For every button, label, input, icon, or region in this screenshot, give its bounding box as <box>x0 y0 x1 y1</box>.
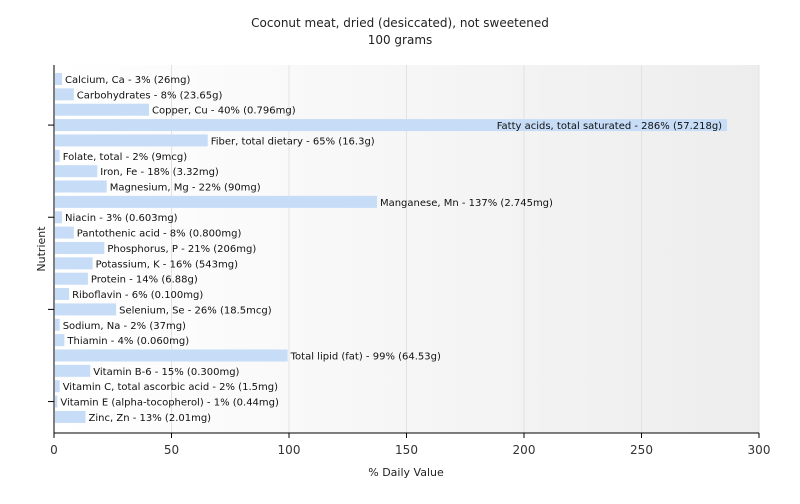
bar <box>55 318 60 331</box>
bar <box>55 103 149 116</box>
bar <box>55 195 377 208</box>
bar <box>55 73 63 85</box>
x-tick-label: 150 <box>395 443 418 457</box>
bar <box>55 395 58 408</box>
x-ticks: 0 50 100 150 200 250 300 <box>50 433 770 457</box>
bar-label: Phosphorus, P - 21% (206mg) <box>107 244 256 255</box>
bar <box>55 410 86 423</box>
bar <box>55 334 65 347</box>
bar-label: Carbohydrates - 8% (23.65g) <box>77 90 223 101</box>
bar-label: Potassium, K - 16% (543mg) <box>96 259 238 270</box>
x-tick-label: 250 <box>630 443 653 457</box>
x-tick-label: 0 <box>50 443 58 457</box>
bar <box>55 119 728 132</box>
bar <box>55 211 63 224</box>
bar-label: Sodium, Na - 2% (37mg) <box>63 321 186 332</box>
bar-label: Magnesium, Mg - 22% (90mg) <box>110 183 261 194</box>
bar-label: Protein - 14% (6.88g) <box>91 275 198 286</box>
y-ticks <box>48 124 54 403</box>
bar <box>55 134 208 147</box>
bar-label: Iron, Fe - 18% (3.32mg) <box>100 167 219 178</box>
bar <box>55 257 93 270</box>
x-tick-label: 200 <box>513 443 536 457</box>
bar <box>55 364 91 377</box>
bar <box>55 226 74 239</box>
bar-label: Manganese, Mn - 137% (2.745mg) <box>380 198 553 209</box>
bar <box>55 241 105 254</box>
x-tick-label: 100 <box>278 443 301 457</box>
x-tick-label: 50 <box>164 443 179 457</box>
bar-label: Copper, Cu - 40% (0.796mg) <box>152 106 296 117</box>
bar-label: Vitamin E (alpha-tocopherol) - 1% (0.44m… <box>60 398 279 409</box>
x-axis-label: % Daily Value <box>368 466 444 479</box>
bar <box>55 149 60 162</box>
bar <box>55 349 288 362</box>
bar-label: Folate, total - 2% (9mcg) <box>63 152 188 163</box>
bar-label: Selenium, Se - 26% (18.5mcg) <box>119 305 272 316</box>
bar-label: Thiamin - 4% (0.060mg) <box>66 336 189 347</box>
bar-label: Pantothenic acid - 8% (0.800mg) <box>77 229 242 240</box>
y-axis-label: Nutrient <box>35 226 48 272</box>
x-tick-label: 300 <box>748 443 771 457</box>
bar <box>55 88 74 101</box>
bar <box>55 303 117 316</box>
chart-subtitle: 100 grams <box>368 33 433 47</box>
bars: Calcium, Ca - 3% (26mg) Carbohydrates - 8… <box>55 73 728 424</box>
bar <box>55 272 88 285</box>
bar-label: Total lipid (fat) - 99% (64.53g) <box>290 351 441 362</box>
bar-label: Vitamin B-6 - 15% (0.300mg) <box>93 367 239 378</box>
bar <box>55 165 98 178</box>
bar-label: Calcium, Ca - 3% (26mg) <box>65 75 190 86</box>
chart-title: Coconut meat, dried (desiccated), not sw… <box>251 16 549 30</box>
bar-label: Riboflavin - 6% (0.100mg) <box>72 290 203 301</box>
bar <box>55 380 60 393</box>
bar-label: Fiber, total dietary - 65% (16.3g) <box>211 136 375 147</box>
bar <box>55 288 70 301</box>
bar-label: Zinc, Zn - 13% (2.01mg) <box>89 413 212 424</box>
bar-label: Vitamin C, total ascorbic acid - 2% (1.5… <box>63 382 278 393</box>
bar <box>55 180 107 193</box>
bar-label: Niacin - 3% (0.603mg) <box>65 213 178 224</box>
bar-label: Fatty acids, total saturated - 286% (57.… <box>497 121 722 132</box>
